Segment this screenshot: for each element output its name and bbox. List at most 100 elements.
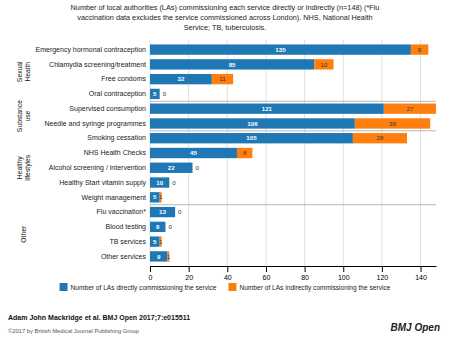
group-label-line: Health [24,62,31,82]
x-tick-label: 20 [185,274,193,281]
data-label: 9 [157,253,161,260]
bar-segment [192,163,193,173]
data-label: 1 [159,193,163,200]
group-separator [150,101,436,102]
bar-segment [212,74,233,84]
data-label: 28 [377,134,384,141]
bar-segment [169,177,170,187]
author-text: Adam John Mackridge et al. BMJ Open 2017… [8,314,190,322]
group-separator [150,130,436,131]
data-label: 0 [196,164,200,171]
data-label: 5 [153,238,157,245]
chart-title-line: Service; TB, tuberculosis. [184,23,267,32]
data-label: 1 [167,253,171,260]
bar-segment [150,44,411,54]
bars [150,44,436,261]
x-tick-label: 100 [338,274,350,281]
legend-item: Number of LAs indirectly commissioning t… [228,283,390,292]
x-tick-label: 120 [377,274,389,281]
x-tick-mark [382,266,383,272]
grid-line [343,40,344,266]
bar-segment [150,148,237,158]
y-tick-label: Flu vaccination* [97,208,147,215]
bar-segment [150,222,165,232]
x-tick: 140 [415,266,427,281]
data-label: 0 [178,208,182,215]
y-axis: Emergency hormonal contraception Chlamydi… [35,46,146,260]
y-tick-label: Free condoms [101,75,146,82]
y-tick-label: Weight management [82,194,147,202]
legend-swatch [60,283,68,291]
legend-label: Number of LAs directly commissioning the… [71,284,217,292]
group-label-line: Other [20,225,27,243]
group-separators [150,101,436,204]
bar-segment [314,59,333,69]
bar-segment [150,163,193,173]
x-tick-label: 40 [224,274,232,281]
bar-segment [150,177,169,187]
data-labels: 1358532512110610545221051385991011027392… [153,46,422,260]
bar-segment [150,59,314,69]
grid-line [381,40,382,266]
x-tick: 100 [338,266,350,281]
y-tick: Flu vaccination* [97,208,147,215]
x-tick: 120 [377,266,389,281]
plot-root: 020406080100120140Emergency hormonal con… [16,40,437,281]
y-tick-label: Other services [101,253,147,260]
bar-segment [159,89,160,99]
bar-segment [150,207,175,217]
bar-segment [150,89,160,99]
y-tick: Supervised consumption [69,105,146,113]
y-tick-label: Smoking cessation [87,134,146,142]
data-label: 1 [159,238,163,245]
x-tick-label: 60 [263,274,271,281]
data-label: 27 [406,105,413,112]
y-tick: Alcohol screening / intervention [49,164,146,172]
x-tick-mark [150,266,151,272]
legend: Number of LAs directly commissioning the… [60,283,391,292]
y-tick: Smoking cessation [87,134,146,142]
data-label: 0 [172,179,176,186]
x-tick-label: 140 [415,274,427,281]
x-tick-label: 0 [149,274,153,281]
group-separator [150,204,436,205]
bar-segment [411,44,428,54]
copyright-text: ©2017 by British Medical Journal Publish… [8,328,139,334]
data-label: 32 [177,75,184,82]
legend-label: Number of LAs indirectly commissioning t… [239,284,390,292]
x-axis-line [151,266,437,267]
legend-item: Number of LAs directly commissioning the… [60,283,217,292]
y-tick-label: Oral contraception [89,90,146,98]
bar-segment [150,118,355,128]
data-label: 22 [168,164,175,171]
x-tick-mark [305,266,306,272]
data-label: 5 [153,193,157,200]
grid [150,40,421,266]
legend-swatch [228,283,236,291]
x-tick: 60 [263,266,271,281]
y-tick-label: Emergency hormonal contraception [35,46,146,54]
y-tick: Emergency hormonal contraception [35,46,146,54]
x-tick-mark [343,266,344,272]
chart-container: Number of local authorities (LAs) commis… [0,0,450,338]
data-label: 11 [219,75,226,82]
group-label: SexualHealth [16,61,31,82]
chart-svg: Number of local authorities (LAs) commis… [0,0,450,338]
data-label: 121 [262,105,273,112]
group-label: Substanceuse [16,100,31,132]
bar-segment [150,104,384,114]
y-tick: Blood testing [106,223,147,231]
y-tick-label: Chlamydia screening/treatment [49,61,146,69]
y-tick: NHS Health Checks [84,149,147,156]
bar-segment [175,207,176,217]
bar-segment [384,104,436,114]
y-tick: Other services [101,253,147,260]
group-label-line: Substance [16,100,23,132]
group-label-line: use [24,110,31,121]
group-label-line: Sexual [16,61,23,82]
x-tick: 40 [224,266,232,281]
bar-series [150,44,411,261]
y-tick: Chlamydia screening/treatment [49,61,146,69]
chart-title-line: Number of local authorities (LAs) commis… [71,3,380,12]
x-tick-mark [266,266,267,272]
